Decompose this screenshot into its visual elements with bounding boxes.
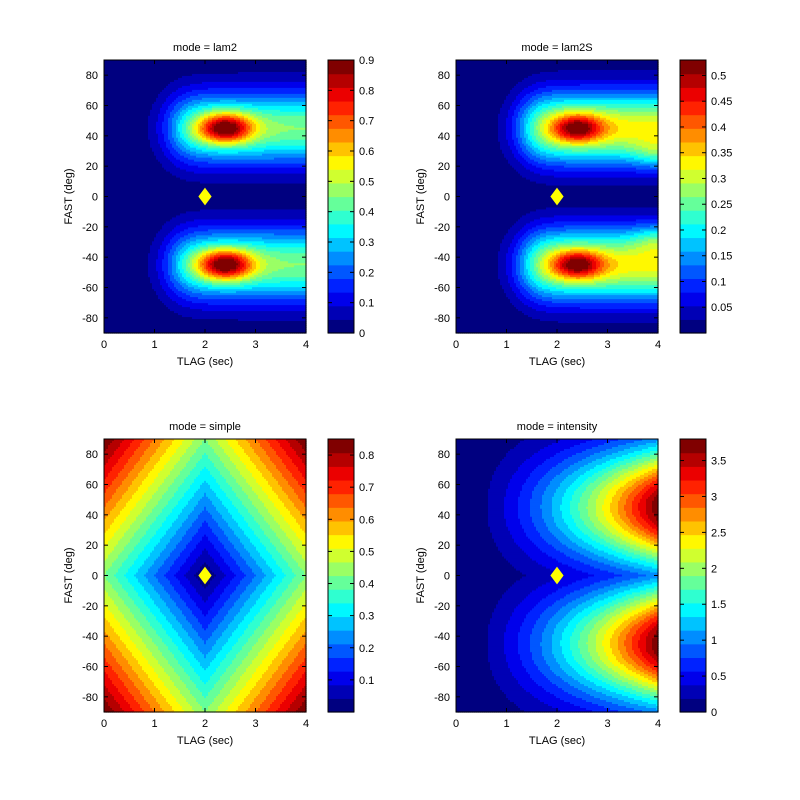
subplot-1: 0 1 2 3 4-80-60-40-20020406080mode = lam2TLA… bbox=[63, 42, 374, 368]
